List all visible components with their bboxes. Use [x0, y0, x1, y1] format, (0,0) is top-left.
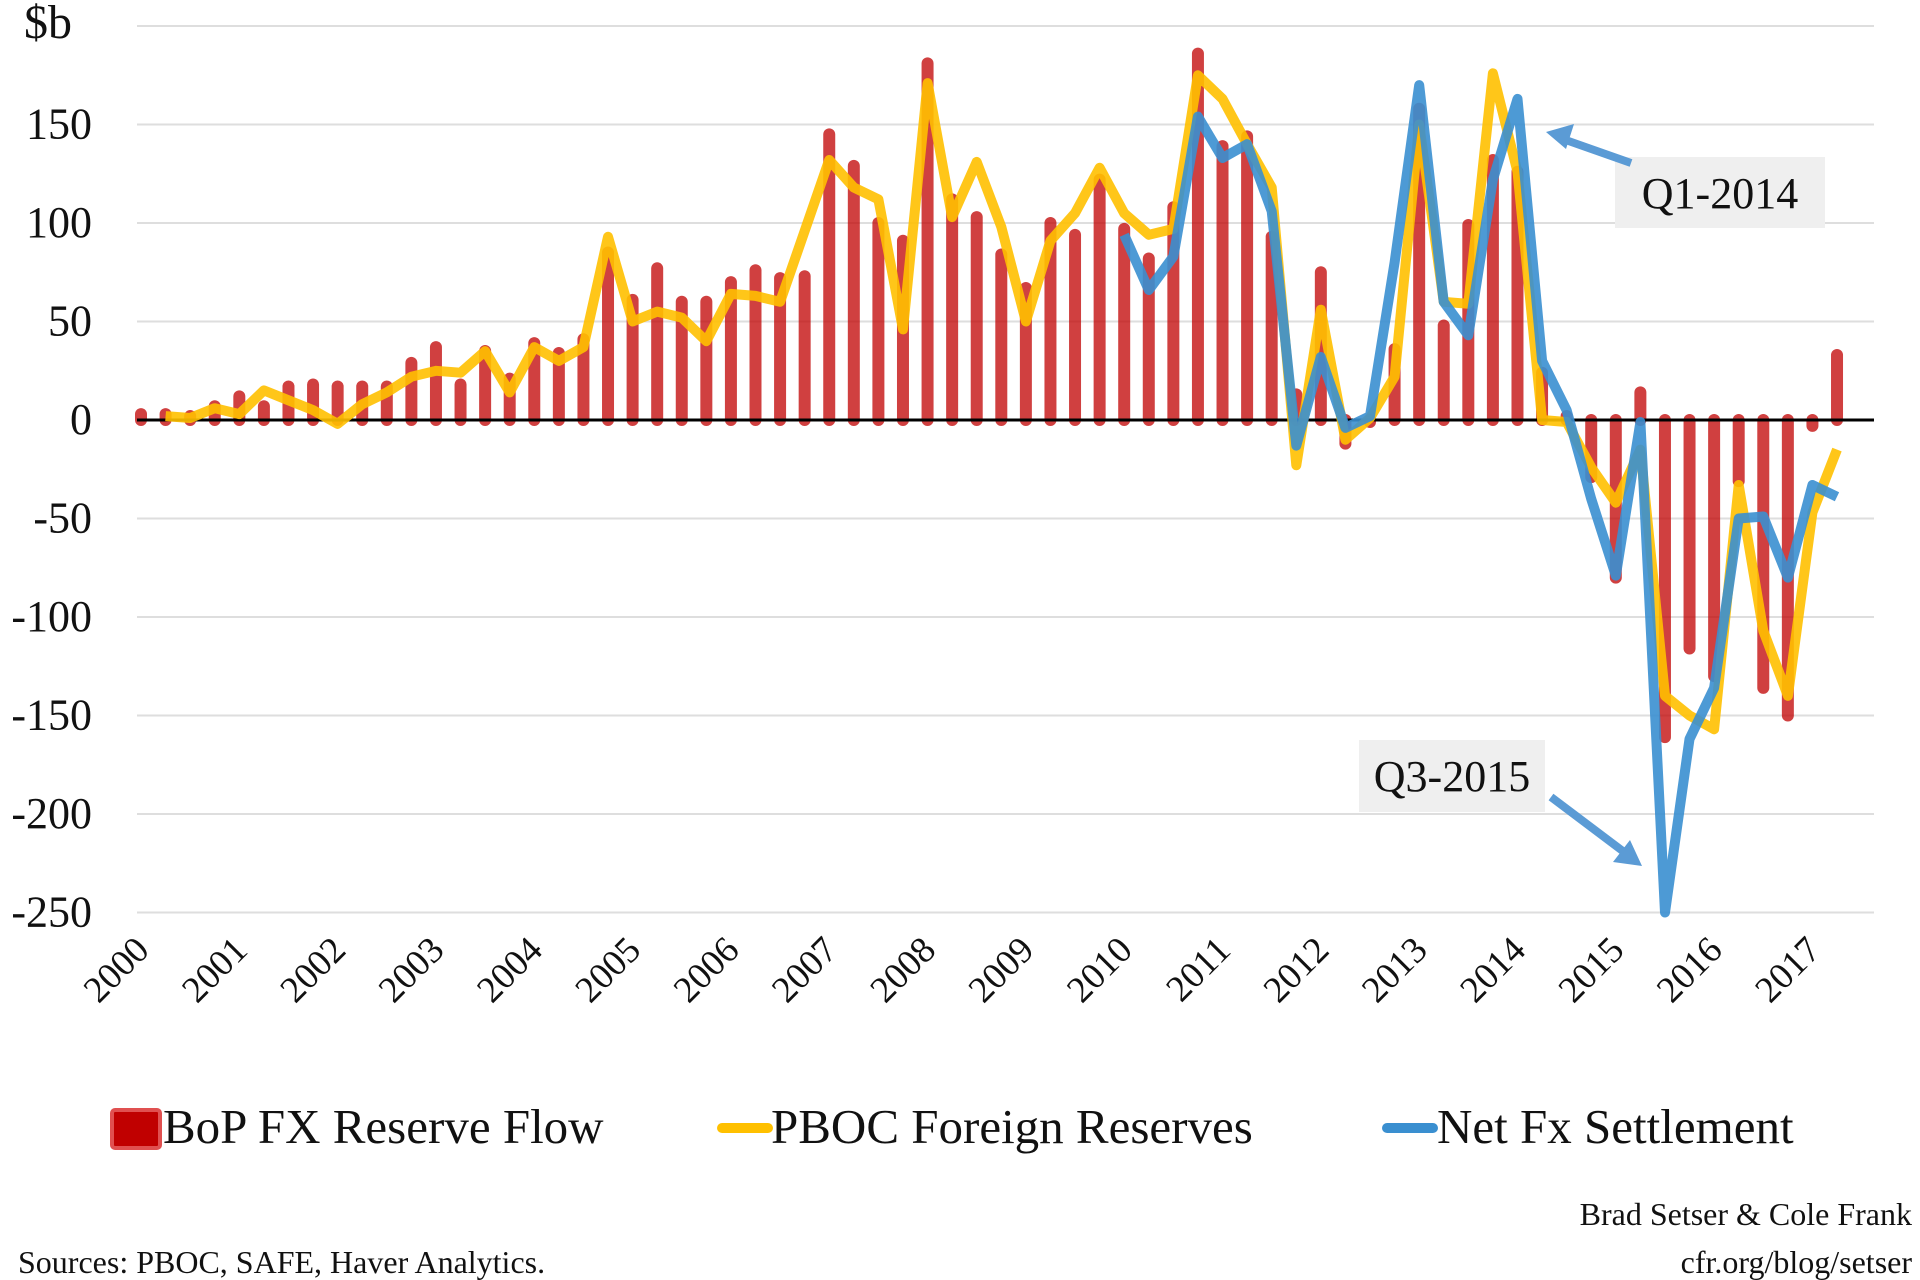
x-tick-label: 2001: [174, 929, 255, 1010]
y-axis-label: $b: [24, 0, 72, 49]
series-line-pboc-foreign-reserves: [165, 68, 1842, 735]
x-tick-label: 2004: [469, 929, 550, 1010]
authors: Brad Setser & Cole Frank: [1580, 1196, 1912, 1232]
x-tick-label: 2016: [1649, 929, 1730, 1010]
bars-bop-fx-reserve-flow: [135, 47, 1844, 744]
legend-label: PBOC Foreign Reserves: [771, 1099, 1253, 1154]
x-axis-ticks: 2000 2001 2002 2003 2004 2005 2006 2007 2008 2009…: [76, 929, 1829, 1010]
x-tick-label: 2010: [1059, 929, 1140, 1010]
legend-item-netfx: Net Fx Settlement: [1382, 1099, 1794, 1154]
annotation-q1-2014: Q1-2014: [1546, 124, 1825, 228]
y-tick-label: 50: [48, 297, 92, 346]
x-tick-label: 2007: [764, 929, 845, 1010]
arrow-icon: [1558, 134, 1633, 167]
x-tick-label: 2017: [1747, 929, 1828, 1010]
y-axis-ticks: -250 -200 -150 -100 -50 0 50 100 150: [11, 100, 92, 937]
y-tick-label: 0: [70, 395, 92, 444]
y-tick-label: 150: [26, 100, 92, 149]
legend-label: Net Fx Settlement: [1437, 1099, 1794, 1154]
x-tick-label: 2014: [1453, 929, 1534, 1010]
y-tick-label: -200: [11, 789, 92, 838]
x-tick-label: 2000: [76, 929, 157, 1010]
annotation-label: Q1-2014: [1642, 169, 1798, 218]
y-tick-label: 100: [26, 198, 92, 247]
arrowhead-icon: [1613, 840, 1642, 866]
x-tick-label: 2008: [863, 929, 944, 1010]
legend-item-pboc: PBOC Foreign Reserves: [717, 1099, 1253, 1154]
series-line-net-fx-settlement: [1119, 80, 1840, 918]
x-tick-label: 2015: [1551, 929, 1632, 1010]
legend-swatch-red: [110, 1108, 162, 1150]
legend-item-bop: BoP FX Reserve Flow: [110, 1099, 604, 1154]
y-tick-label: -250: [11, 888, 92, 937]
y-tick-label: -150: [11, 691, 92, 740]
x-tick-label: 2013: [1354, 929, 1435, 1010]
y-tick-label: -50: [33, 494, 92, 543]
sources-note: Sources: PBOC, SAFE, Haver Analytics.: [18, 1244, 545, 1280]
legend-label: BoP FX Reserve Flow: [163, 1099, 604, 1154]
blog-url: cfr.org/blog/setser: [1681, 1244, 1913, 1280]
x-tick-label: 2006: [666, 929, 747, 1010]
annotation-q3-2015: Q3-2015: [1359, 740, 1642, 866]
annotation-label: Q3-2015: [1374, 752, 1530, 801]
x-tick-label: 2011: [1159, 929, 1239, 1009]
x-tick-label: 2009: [961, 929, 1042, 1010]
arrow-icon: [1548, 793, 1631, 859]
x-tick-label: 2002: [273, 929, 354, 1010]
x-tick-label: 2003: [371, 929, 452, 1010]
series-lines: [165, 68, 1842, 918]
legend: BoP FX Reserve Flow PBOC Foreign Reserve…: [110, 1099, 1794, 1154]
y-tick-label: -100: [11, 592, 92, 641]
x-tick-label: 2005: [568, 929, 649, 1010]
arrowhead-icon: [1546, 124, 1574, 149]
x-tick-label: 2012: [1256, 929, 1337, 1010]
